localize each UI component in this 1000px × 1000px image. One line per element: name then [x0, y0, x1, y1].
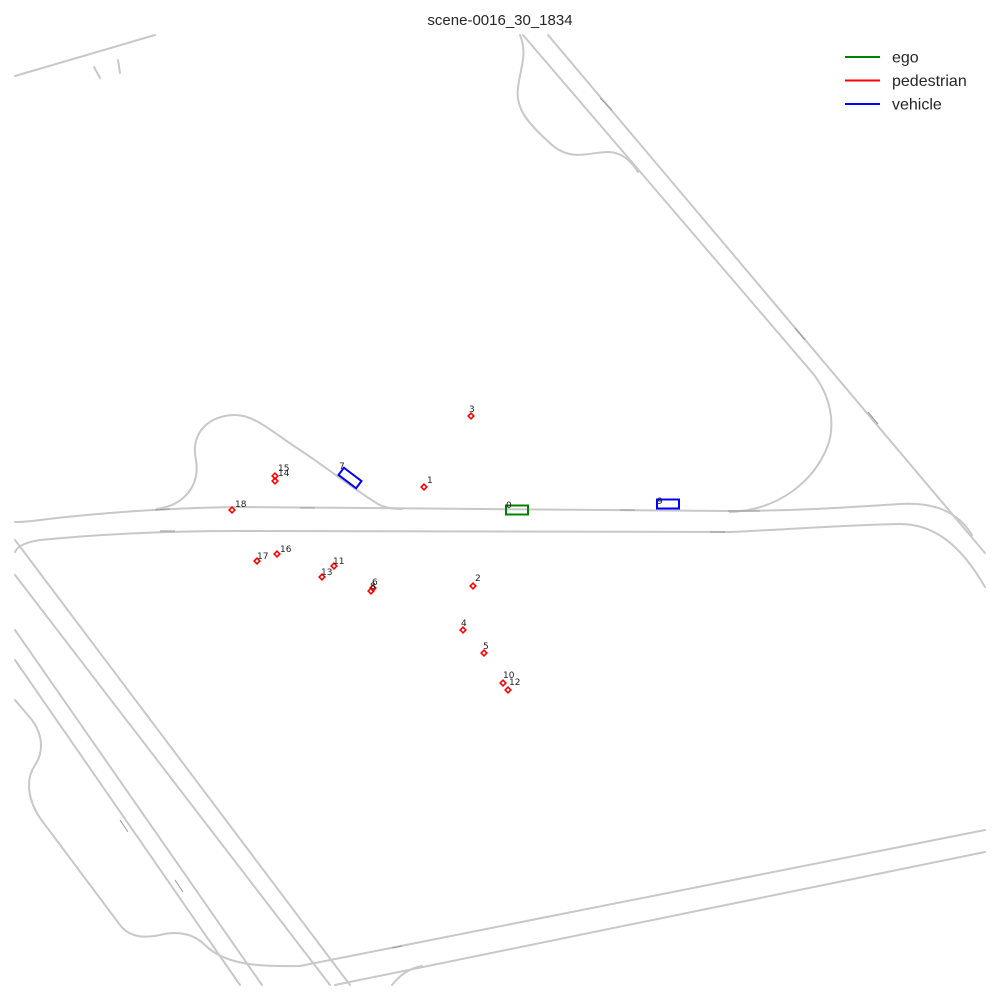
pedestrian-agent-8: 8 — [367, 582, 376, 595]
pedestrian-agent-11: 11 — [330, 557, 344, 570]
pedestrian-agent-4: 4 — [459, 619, 467, 634]
pedestrian-box — [504, 686, 512, 694]
map-title: scene-0016_30_1834 — [427, 12, 573, 29]
lane-boundary — [14, 699, 986, 968]
agent-id-label: 13 — [321, 568, 332, 578]
agent-id-label: 15 — [278, 464, 289, 474]
pedestrian-agent-16: 16 — [273, 545, 292, 558]
lane-boundary — [14, 523, 986, 588]
lane-mark — [174, 879, 184, 893]
pedestrian-box — [271, 472, 279, 480]
lane-boundary — [156, 414, 403, 510]
pedestrian-box — [469, 582, 477, 590]
pedestrian-agent-17: 17 — [253, 552, 268, 565]
agent-id-label: 10 — [503, 671, 515, 681]
lane-boundary — [14, 629, 263, 986]
legend-label-vehicle: vehicle — [892, 97, 942, 114]
pedestrian-agent-13: 13 — [318, 568, 332, 581]
pedestrian-agent-15: 15 — [271, 464, 289, 480]
lane-boundary — [14, 502, 973, 536]
lane-boundary — [14, 539, 351, 986]
lane-boundary — [522, 34, 833, 513]
agent-id-label: 6 — [372, 578, 378, 588]
legend: ego pedestrian vehicle — [845, 50, 967, 114]
pedestrian-box — [271, 477, 279, 485]
agent-id-label: 11 — [333, 557, 344, 567]
lane-boundary — [516, 34, 639, 173]
agent-id-label: 18 — [235, 500, 247, 510]
pedestrian-agent-3: 3 — [467, 405, 475, 420]
agent-id-label: 16 — [280, 545, 292, 555]
pedestrian-agent-10: 10 — [499, 671, 515, 687]
pedestrian-box — [253, 557, 261, 565]
pedestrian-agent-12: 12 — [504, 678, 520, 694]
lane-boundary — [547, 34, 986, 554]
lane-mark — [867, 411, 879, 425]
lane-mark — [119, 819, 129, 833]
lane-mark — [391, 945, 403, 949]
agent-id-label: 17 — [257, 552, 268, 562]
ego-box — [505, 504, 529, 516]
lane-boundary — [391, 965, 423, 986]
pedestrian-agent-1: 1 — [420, 476, 433, 491]
legend-label-pedestrian: pedestrian — [892, 73, 967, 90]
lane-boundary — [14, 34, 156, 77]
pedestrian-agent-14: 14 — [271, 469, 290, 485]
lane-mark — [794, 327, 806, 341]
pedestrian-box — [420, 483, 428, 491]
agent-id-label: 5 — [483, 642, 489, 652]
pedestrian-agent-18: 18 — [228, 500, 247, 514]
vehicle-agent-9: 9 — [656, 497, 680, 510]
lane-boundary — [93, 66, 101, 79]
agent-id-label: 7 — [339, 462, 345, 472]
agent-id-label: 0 — [506, 501, 512, 511]
agent-id-label: 4 — [461, 619, 467, 629]
pedestrian-agent-2: 2 — [469, 574, 481, 590]
legend-label-ego: ego — [892, 50, 919, 67]
pedestrian-box — [228, 506, 236, 514]
agent-id-label: 1 — [427, 476, 433, 486]
pedestrian-box — [459, 626, 467, 634]
lane-boundary — [117, 59, 121, 74]
ego-agent-0: 0 — [505, 501, 529, 516]
agent-id-label: 8 — [370, 582, 376, 592]
vehicle-box — [656, 498, 680, 510]
pedestrian-box — [499, 679, 507, 687]
pedestrian-box — [480, 649, 488, 657]
vehicle-agent-7: 7 — [337, 462, 363, 490]
pedestrian-box — [367, 587, 375, 595]
pedestrian-agent-5: 5 — [480, 642, 489, 657]
pedestrian-box — [330, 562, 338, 570]
vehicle-box — [337, 466, 363, 490]
pedestrian-box — [318, 573, 326, 581]
lane-mark — [599, 97, 613, 111]
lane-boundary — [334, 851, 986, 986]
agent-id-label: 2 — [475, 574, 481, 584]
lane-boundary — [14, 659, 241, 986]
lane-network — [14, 34, 986, 986]
agent-id-label: 3 — [469, 405, 475, 415]
pedestrian-box — [273, 550, 281, 558]
pedestrian-box — [467, 412, 475, 420]
agent-id-label: 12 — [509, 678, 520, 688]
lane-mark — [154, 508, 171, 511]
lane-boundary — [14, 574, 331, 986]
agent-id-label: 9 — [657, 497, 663, 507]
agent-id-label: 14 — [278, 469, 290, 479]
